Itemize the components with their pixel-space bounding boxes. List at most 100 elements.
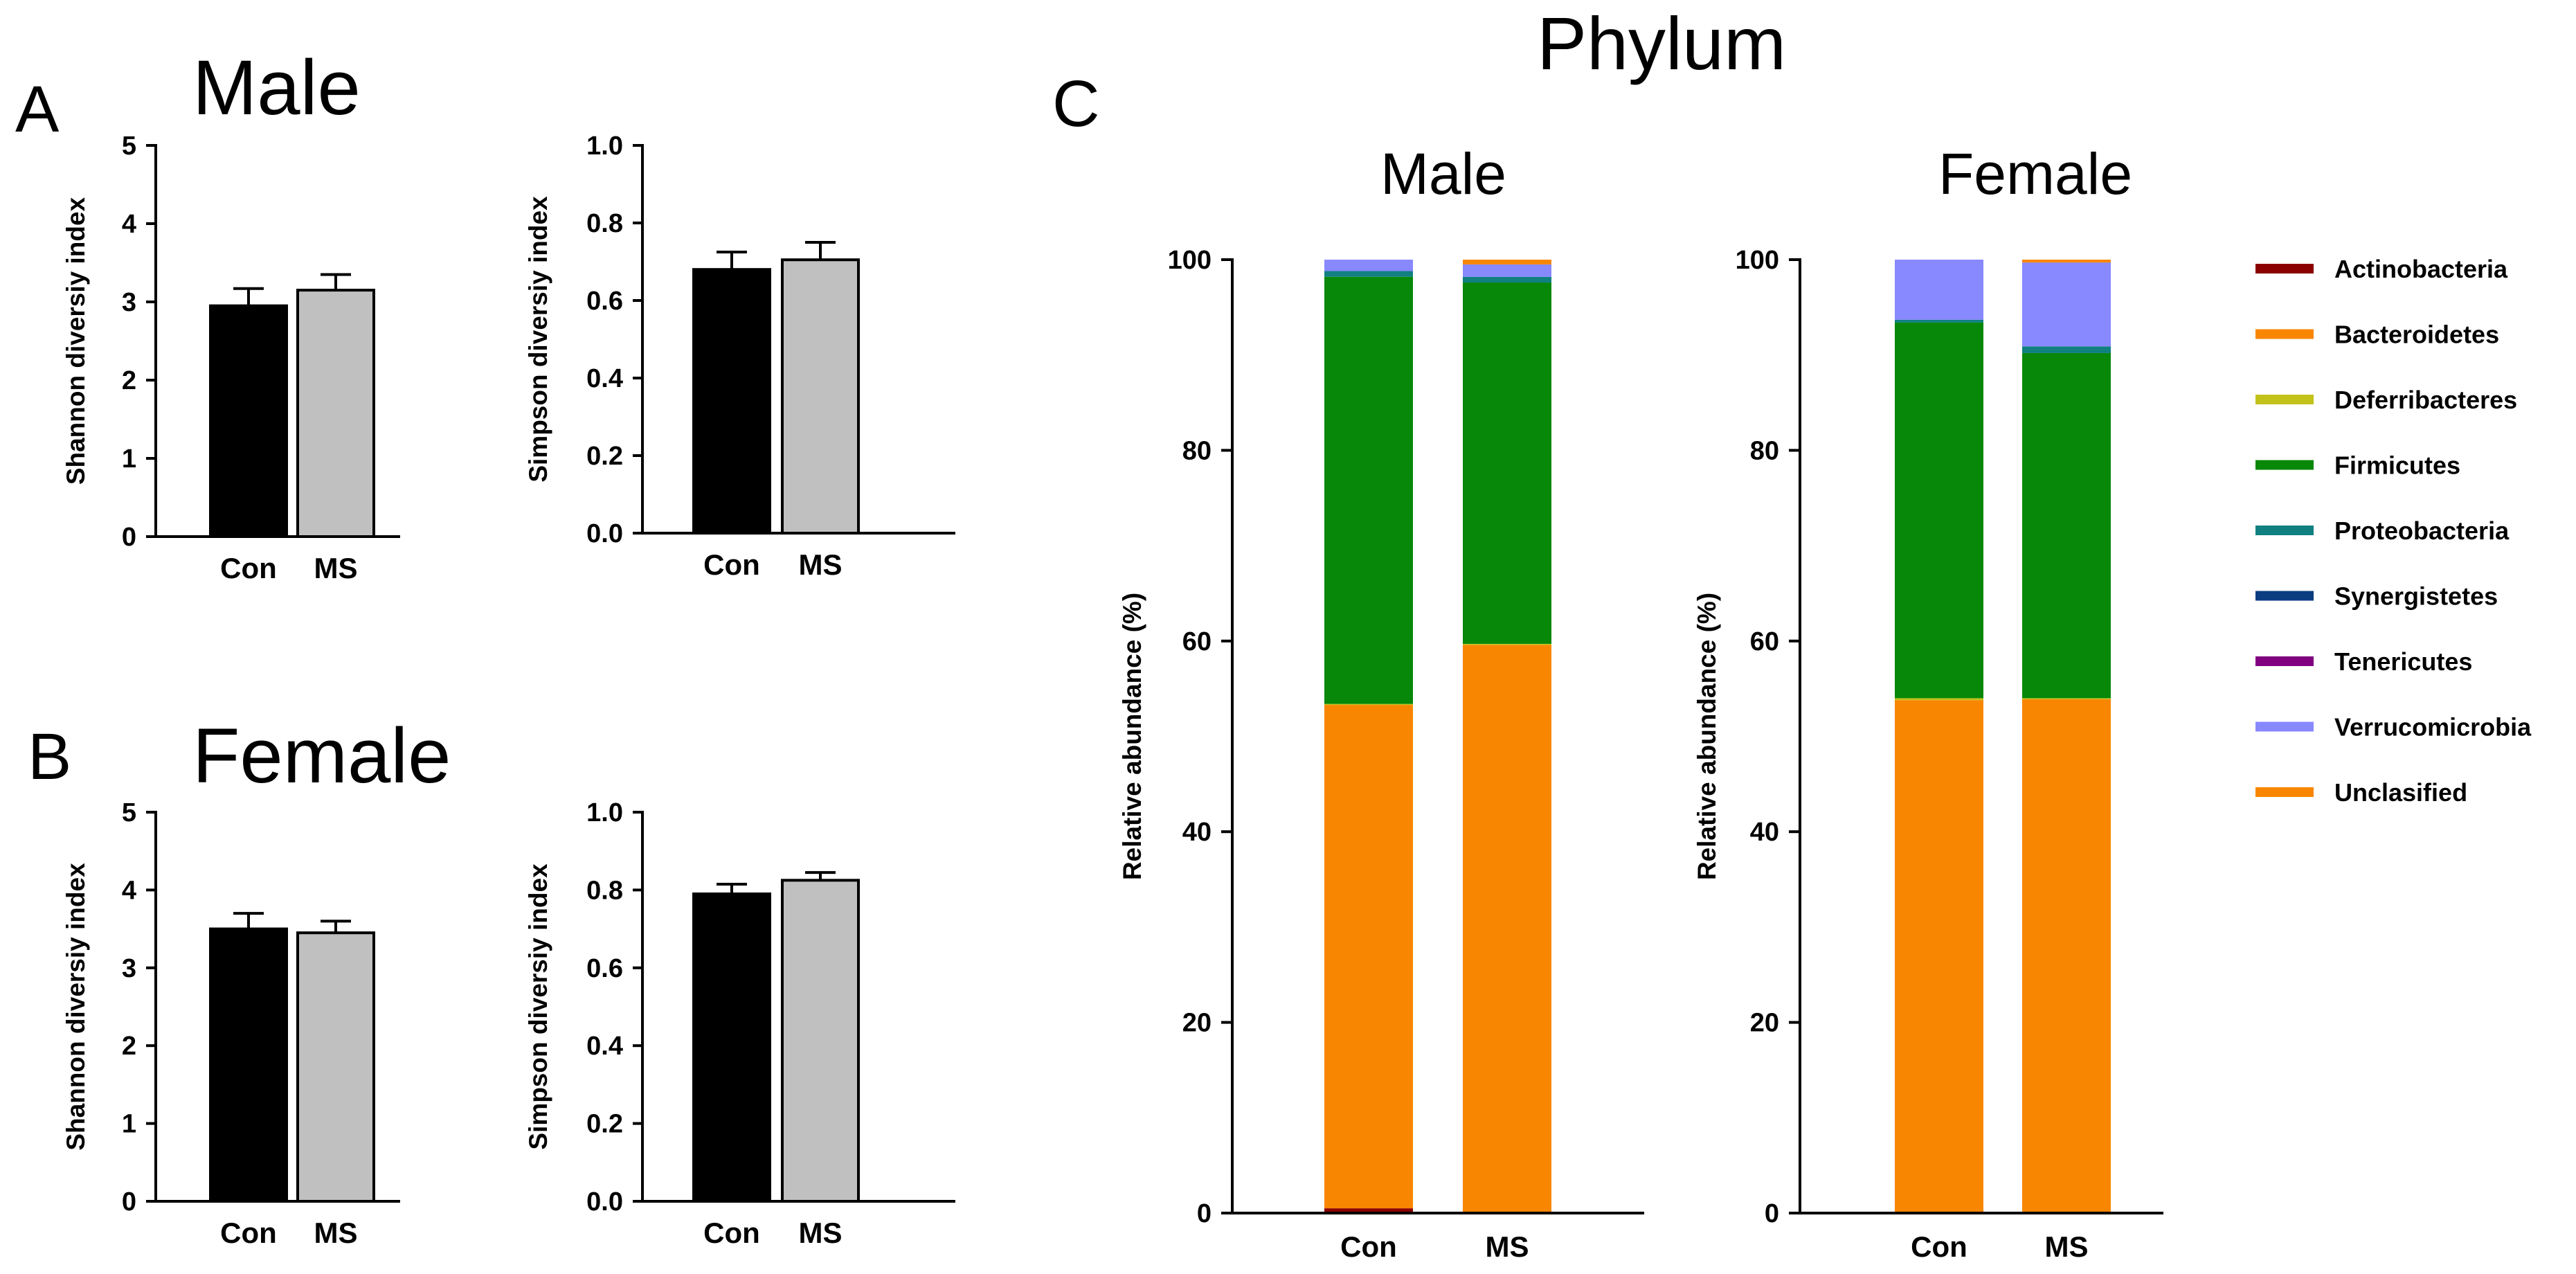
stack-segment-firmicutes-ms — [2022, 352, 2111, 699]
y-tick-label: 2 — [122, 1032, 136, 1061]
x-tick-label-con: Con — [220, 1217, 277, 1249]
y-tick-label: 5 — [122, 798, 136, 827]
panel-title-phylum: Phylum — [1537, 1, 1786, 85]
y-tick-label: 1 — [122, 445, 136, 474]
stack-segment-verrucomicrobia-con — [1324, 260, 1413, 271]
panel-letter-b: B — [28, 720, 71, 793]
bar-con — [209, 304, 288, 538]
y-tick-label: 100 — [1736, 246, 1779, 275]
legend-label-actinobacteria: Actinobacteria — [2334, 255, 2508, 283]
x-tick-label-con: Con — [1340, 1230, 1397, 1263]
x-tick-label-ms: MS — [314, 1217, 358, 1249]
y-axis-label: Relative abundance (%) — [1118, 593, 1146, 880]
legend-swatch-bacteroidetes — [2255, 329, 2314, 339]
x-tick-label-ms: MS — [799, 1217, 843, 1249]
y-tick-label: 1.0 — [586, 132, 623, 161]
legend-label-bacteroidetes: Bacteroidetes — [2334, 321, 2499, 349]
chart-a-shannon: 0 1 2 3 4 5 Con MS Shannon diversiy index — [62, 132, 400, 584]
bar-con — [692, 892, 771, 1203]
stack-segment-proteobacteria-con — [1324, 271, 1413, 277]
y-tick-label: 40 — [1750, 818, 1779, 847]
legend-swatch-unclasified — [2255, 787, 2314, 797]
stack-segment-bacteroidetes-ms — [1463, 645, 1551, 1213]
legend-swatch-firmicutes — [2255, 460, 2314, 470]
legend-swatch-actinobacteria — [2255, 264, 2314, 273]
y-tick-label: 20 — [1182, 1009, 1212, 1038]
chart-title: Female — [1938, 141, 2132, 206]
y-axis-label: Shannon diversiy index — [62, 863, 90, 1151]
y-axis-label: Simpson diversiy index — [524, 196, 552, 483]
stack-segment-actinobacteria-con — [1324, 1208, 1413, 1213]
legend-label-firmicutes: Firmicutes — [2334, 451, 2460, 480]
y-tick-label: 0.4 — [586, 1032, 623, 1061]
y-tick-label: 80 — [1750, 436, 1779, 465]
y-tick-label: 0.4 — [586, 364, 623, 393]
legend-label-synergistetes: Synergistetes — [2334, 582, 2498, 611]
bar-ms — [296, 931, 375, 1203]
legend-swatch-synergistetes — [2255, 591, 2314, 601]
bar-ms — [296, 289, 375, 538]
y-tick-label: 0.8 — [586, 209, 623, 238]
y-tick-label: 20 — [1750, 1009, 1779, 1038]
panel-letter-a: A — [15, 73, 60, 146]
stack-segment-firmicutes-con — [1324, 276, 1413, 704]
y-tick-label: 0 — [122, 523, 136, 552]
bar-con — [209, 927, 288, 1203]
stack-segment-proteobacteria-ms — [1463, 276, 1551, 283]
legend: Actinobacteria Bacteroidetes Deferribacter… — [2255, 255, 2532, 807]
chart-b-simpson: 0.0 0.2 0.4 0.6 0.8 1.0 Con MS Simpson diversiy … — [524, 798, 955, 1249]
bar-ms — [781, 258, 860, 535]
y-tick-label: 1 — [122, 1110, 136, 1139]
y-tick-label: 5 — [122, 132, 136, 161]
y-tick-label: 60 — [1182, 627, 1212, 656]
y-tick-label: 2 — [122, 366, 136, 395]
stack-segment-deferribacteres-con — [1324, 703, 1413, 706]
y-tick-label: 0.2 — [586, 1110, 623, 1139]
y-axis-label: Relative abundance (%) — [1693, 593, 1721, 880]
y-tick-label: 100 — [1168, 246, 1212, 275]
y-tick-label: 0.6 — [586, 954, 623, 983]
chart-c-female: Female 0 20 40 60 80 100 Con MS Relative abundanc… — [1693, 141, 2163, 1263]
legend-label-deferribacteres: Deferribacteres — [2334, 386, 2517, 414]
y-tick-label: 3 — [122, 954, 136, 983]
chart-b-shannon: 0 1 2 3 4 5 Con MS Shannon diversiy index — [62, 798, 400, 1249]
stack-segment-unclasified-ms — [2022, 260, 2111, 263]
y-tick-label: 40 — [1182, 818, 1212, 847]
legend-label-verrucomicrobia: Verrucomicrobia — [2334, 713, 2532, 742]
x-tick-label-con: Con — [1911, 1230, 1967, 1263]
x-tick-label-con: Con — [703, 548, 760, 581]
y-tick-label: 80 — [1182, 436, 1212, 465]
legend-label-tenericutes: Tenericutes — [2334, 647, 2472, 676]
panel-letter-c: C — [1052, 67, 1100, 141]
legend-swatch-proteobacteria — [2255, 526, 2314, 535]
stack-segment-bacteroidetes-con — [1895, 700, 1983, 1213]
stack-segment-verrucomicrobia-ms — [2022, 262, 2111, 347]
x-tick-label-ms: MS — [1486, 1230, 1529, 1263]
chart-a-simpson: 0.0 0.2 0.4 0.6 0.8 1.0 Con MS Simpson diversiy … — [524, 132, 955, 581]
legend-label-unclasified: Unclasified — [2334, 778, 2467, 807]
bar-con — [692, 268, 771, 535]
stack-segment-firmicutes-ms — [1463, 282, 1551, 644]
y-tick-label: 0 — [1197, 1199, 1212, 1228]
legend-swatch-deferribacteres — [2255, 395, 2314, 404]
stack-segment-deferribacteres-ms — [2022, 698, 2111, 699]
y-tick-label: 0.2 — [586, 442, 623, 471]
y-tick-label: 0 — [1765, 1199, 1779, 1228]
stack-segment-proteobacteria-con — [1895, 319, 1983, 323]
y-tick-label: 60 — [1750, 627, 1779, 656]
stack-segment-deferribacteres-con — [1895, 698, 1983, 701]
y-tick-label: 0.8 — [586, 876, 623, 905]
x-tick-label-ms: MS — [314, 552, 358, 584]
legend-label-proteobacteria: Proteobacteria — [2334, 517, 2510, 545]
y-axis-label: Simpson diversiy index — [524, 863, 552, 1150]
chart-c-male: Male 0 20 40 60 80 100 Con MS Relative abundance … — [1118, 141, 1644, 1263]
legend-swatch-tenericutes — [2255, 656, 2314, 666]
stack-segment-bacteroidetes-ms — [2022, 699, 2111, 1213]
y-tick-label: 3 — [122, 288, 136, 317]
y-tick-label: 4 — [122, 210, 136, 239]
stack-segment-firmicutes-con — [1895, 322, 1983, 699]
y-tick-label: 1.0 — [586, 798, 623, 827]
bar-ms — [781, 879, 860, 1203]
x-tick-label-ms: MS — [2045, 1230, 2089, 1263]
